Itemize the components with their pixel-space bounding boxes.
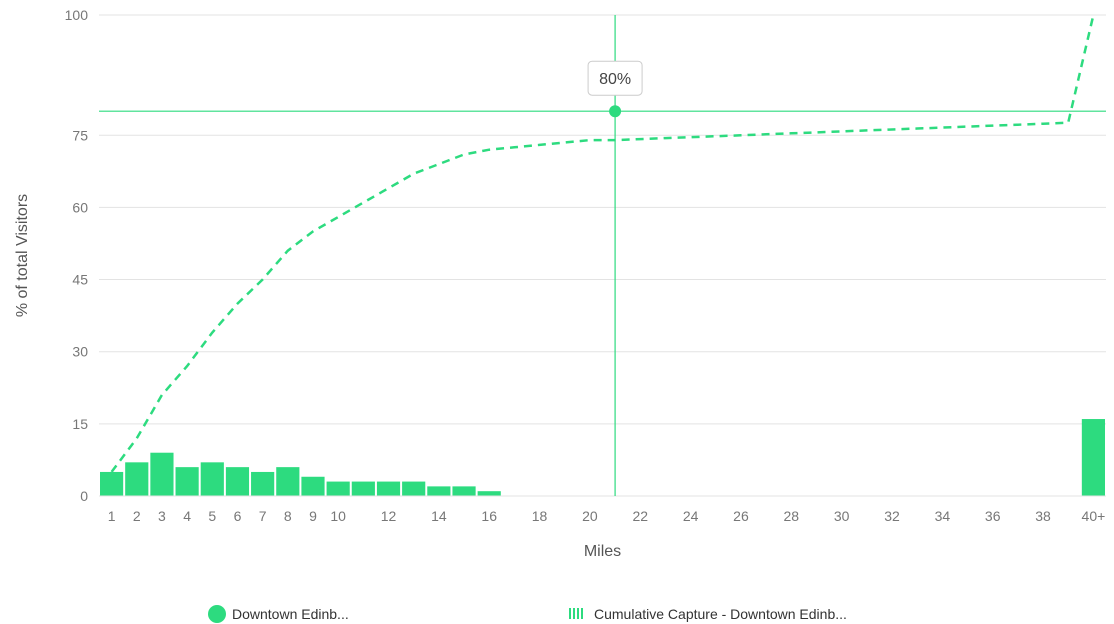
x-tick-label: 12 [381,508,397,524]
y-tick-label: 100 [65,7,89,23]
y-tick-label: 15 [72,416,88,432]
x-tick-label: 28 [784,508,800,524]
x-tick-label: 9 [309,508,317,524]
x-tick-label: 10 [330,508,346,524]
bar [376,481,401,496]
x-tick-label: 5 [208,508,216,524]
x-tick-label: 22 [632,508,648,524]
tooltip-box [587,60,643,96]
x-tick-label: 7 [259,508,267,524]
bar [301,476,325,496]
x-tick-label: 16 [481,508,497,524]
x-axis-title: Miles [584,543,621,560]
legend-dash-stripe [577,608,579,619]
cumulative-capture-line [110,14,1095,473]
x-tick-label: 40+ [1082,508,1106,524]
bar [225,467,250,496]
bar [100,471,124,496]
x-tick-label: 14 [431,508,447,524]
gridlines [99,14,1106,425]
dashed-line-icon [569,608,583,619]
x-tick-label: 24 [683,508,699,524]
bar [452,486,476,496]
x-tick-label: 18 [532,508,548,524]
bar [125,462,149,496]
legend-item-cumulative[interactable]: Cumulative Capture - Downtown Edinb... [569,606,847,622]
bar [276,467,300,496]
x-axis-ticks: 1 2 3 4 5 6 7 8 9 10 12 14 16 18 20 22 24 26 28 30 32 34 36 38 4… [108,508,1106,524]
bar [200,462,224,496]
bar [1081,419,1105,496]
bar [251,471,275,496]
bar [402,481,426,496]
x-tick-label: 6 [234,508,242,524]
x-tick-label: 26 [733,508,749,524]
x-tick-label: 38 [1035,508,1051,524]
x-tick-label: 34 [935,508,951,524]
legend-item-bars[interactable]: Downtown Edinb... [208,605,349,623]
bar [175,467,199,496]
legend-dash-stripe [581,608,583,619]
bar [326,481,350,496]
y-tick-label: 75 [72,127,88,143]
y-tick-label: 60 [72,199,88,215]
bar [351,481,375,496]
legend-dash-stripe [573,608,575,619]
legend-label-bars: Downtown Edinb... [232,606,349,622]
x-tick-label: 8 [284,508,292,524]
x-tick-label: 20 [582,508,598,524]
x-tick-label: 2 [133,508,141,524]
tooltip: 80% [587,60,643,96]
legend: Downtown Edinb... Cumulative Capture - D… [208,605,847,623]
tooltip-label: 80% [599,71,631,88]
x-tick-label: 3 [158,508,166,524]
bar [477,491,501,496]
marker-point[interactable] [609,105,622,118]
y-axis-ticks: 0 15 30 45 60 75 100 [65,7,89,504]
bars [100,419,1105,496]
x-tick-label: 1 [108,508,116,524]
y-tick-label: 0 [80,488,88,504]
y-axis-title: % of total Visitors [14,194,31,317]
x-tick-label: 30 [834,508,850,524]
y-tick-label: 45 [72,272,88,288]
x-tick-label: 4 [183,508,191,524]
legend-dash-stripe [569,608,571,619]
x-tick-label: 36 [985,508,1001,524]
bar [427,486,451,496]
x-tick-label: 32 [884,508,900,524]
legend-dot-icon [208,605,226,623]
y-tick-label: 30 [72,344,88,360]
legend-label-cumulative: Cumulative Capture - Downtown Edinb... [594,606,847,622]
bar [150,452,174,496]
